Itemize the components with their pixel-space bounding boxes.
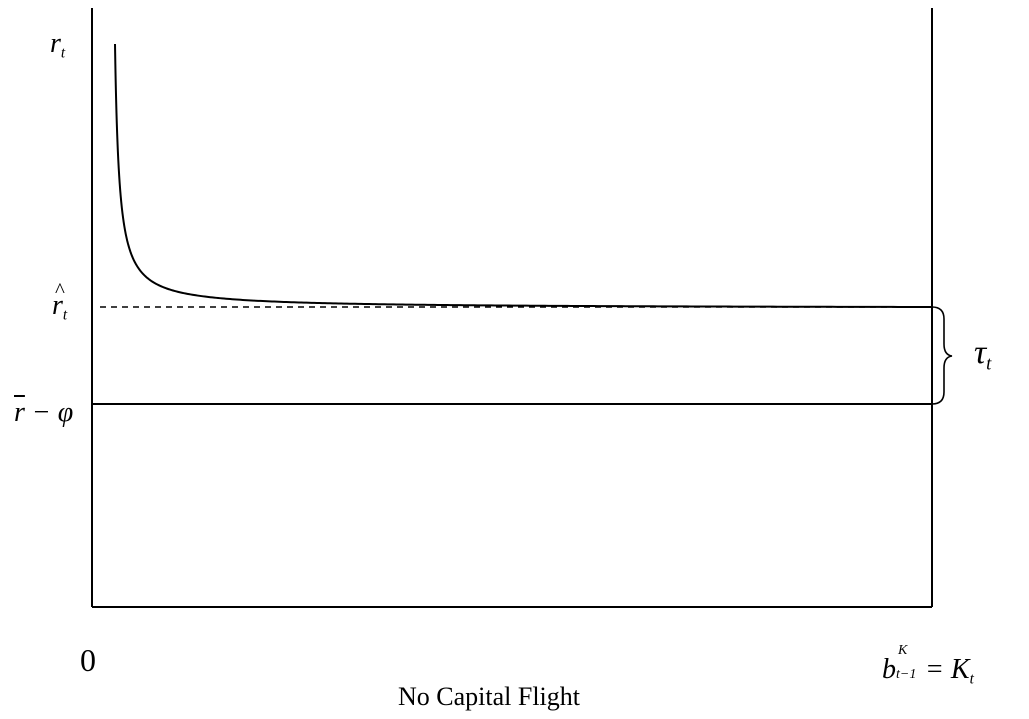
origin-label: 0	[80, 642, 96, 678]
rate-curve	[114, 43, 933, 308]
rbar-minus-phi-label: r − φ	[14, 397, 74, 428]
tau-brace	[931, 306, 953, 405]
y-axis-label: rt	[50, 28, 66, 62]
tau-label: τt	[974, 334, 992, 375]
rhat-label: rt	[52, 280, 67, 323]
diagram-caption: No Capital Flight	[398, 682, 580, 711]
